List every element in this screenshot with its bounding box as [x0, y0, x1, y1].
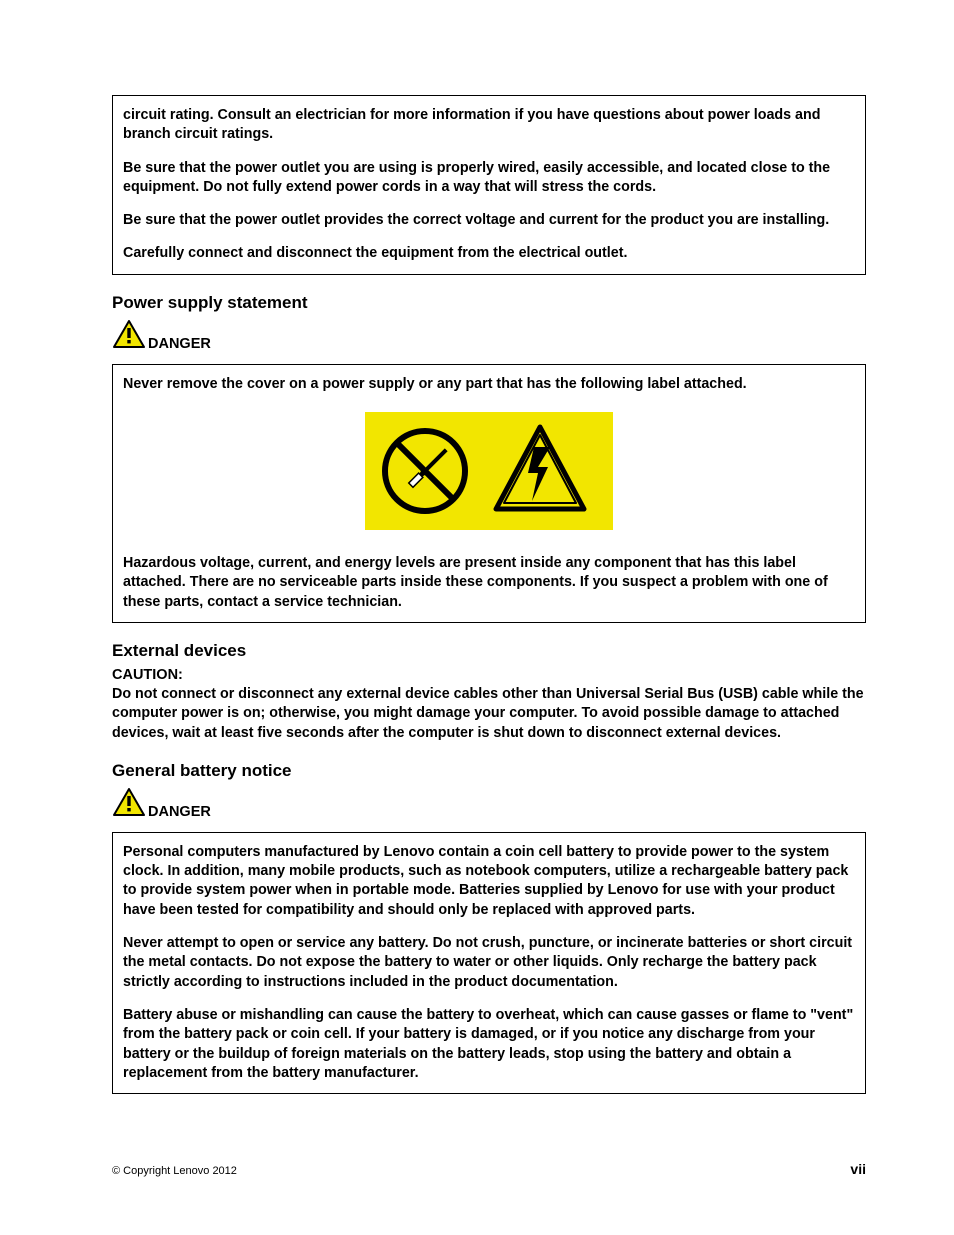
- paragraph: Battery abuse or mishandling can cause t…: [123, 1006, 855, 1083]
- heading-power-supply: Power supply statement: [112, 293, 866, 313]
- paragraph: Hazardous voltage, current, and energy l…: [123, 554, 855, 612]
- heading-external-devices: External devices: [112, 641, 866, 661]
- paragraph: circuit rating. Consult an electrician f…: [123, 106, 855, 145]
- paragraph: Do not connect or disconnect any externa…: [112, 685, 866, 743]
- danger-row: DANGER: [112, 319, 866, 354]
- copyright: © Copyright Lenovo 2012: [112, 1165, 237, 1177]
- paragraph: Be sure that the power outlet provides t…: [123, 211, 855, 230]
- hazard-label-graphic: [123, 412, 855, 530]
- battery-notice-box: Personal computers manufactured by Lenov…: [112, 832, 866, 1094]
- paragraph: Never attempt to open or service any bat…: [123, 934, 855, 992]
- paragraph: Be sure that the power outlet you are us…: [123, 159, 855, 198]
- caution-label: CAUTION:: [112, 667, 866, 683]
- paragraph: Carefully connect and disconnect the equ…: [123, 244, 855, 263]
- danger-row: DANGER: [112, 787, 866, 822]
- page-number: vii: [850, 1161, 866, 1177]
- safety-box-top: circuit rating. Consult an electrician f…: [112, 95, 866, 275]
- paragraph: Never remove the cover on a power supply…: [123, 375, 855, 394]
- paragraph: Personal computers manufactured by Lenov…: [123, 843, 855, 920]
- page-footer: © Copyright Lenovo 2012 vii: [112, 1161, 866, 1177]
- heading-battery-notice: General battery notice: [112, 761, 866, 781]
- danger-label: DANGER: [148, 336, 211, 354]
- danger-label: DANGER: [148, 804, 211, 822]
- warning-triangle-icon: [112, 787, 146, 822]
- power-supply-box: Never remove the cover on a power supply…: [112, 364, 866, 623]
- warning-triangle-icon: [112, 319, 146, 354]
